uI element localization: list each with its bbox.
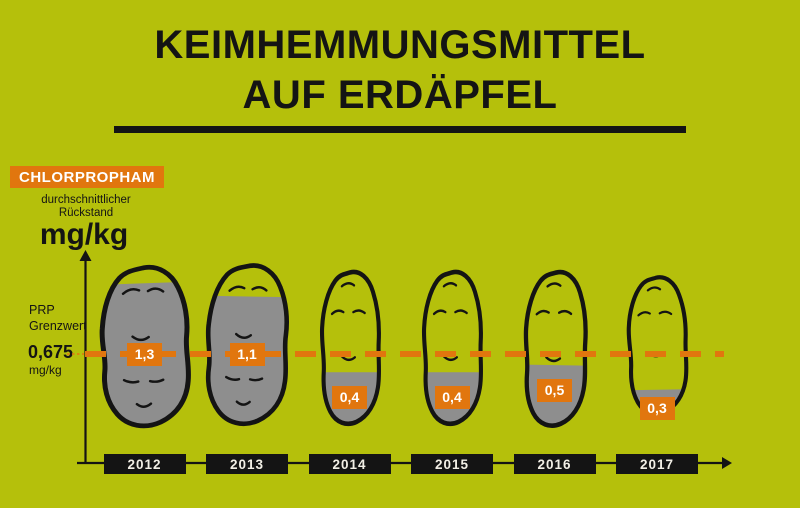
title-underline [114,126,686,133]
threshold-name-line-2: Grenzwert [29,319,87,333]
threshold-value: 0,675 [28,342,74,362]
potato-outline [205,263,290,427]
x-axis-arrow-icon [722,457,732,469]
potato-sketch-details [330,282,366,362]
value-badge-2014: 0,4 [332,385,367,409]
potato-outline [421,269,484,427]
y-axis-unit-label: mg/kg [39,218,129,251]
x-axis-label-2015: 2015 [411,454,493,474]
potato-figure-2016 [510,265,599,434]
threshold-name-line-1: PRP [29,303,55,317]
potato-sketch-details [637,286,673,358]
value-badge-2013: 1,1 [229,342,265,366]
substance-badge: CHLORPROPHAM [10,166,164,188]
potato-sketch-details [121,287,164,408]
value-badge-2012: 1,3 [127,342,162,366]
potato-outline [99,264,191,429]
x-axis-label-2013: 2013 [206,454,288,474]
value-badge-2015: 0,4 [434,385,470,409]
potato-sketch-details [225,285,268,406]
x-axis-label-2012: 2012 [103,454,186,474]
x-axis-label-2014: 2014 [308,454,391,474]
title-line-1: KEIMHEMMUNGSMITTEL [154,23,646,67]
potato-sketch-details [535,282,572,363]
potato-outline [523,269,588,428]
substance-label: CHLORPROPHAM [19,168,155,186]
x-axis-label-2016: 2016 [513,454,596,474]
threshold-name-label: PRP Grenzwert [29,302,87,334]
chart-subtitle: durchschnittlicher Rückstand [6,194,166,220]
value-badge-2017: 0,3 [639,396,675,420]
potato-sketch-details [432,282,468,362]
x-axis-label-2017: 2017 [616,454,698,474]
subtitle-line-2: Rückstand [58,207,114,219]
value-badge-2016: 0,5 [537,378,572,402]
potato-outline [319,269,381,427]
threshold-unit: mg/kg [29,363,62,377]
page-title: KEIMHEMMUNGSMITTEL AUF ERDÄPFEL [0,20,800,120]
subtitle-line-1: durchschnittlicher [41,194,131,206]
title-line-2: AUF ERDÄPFEL [242,73,558,117]
